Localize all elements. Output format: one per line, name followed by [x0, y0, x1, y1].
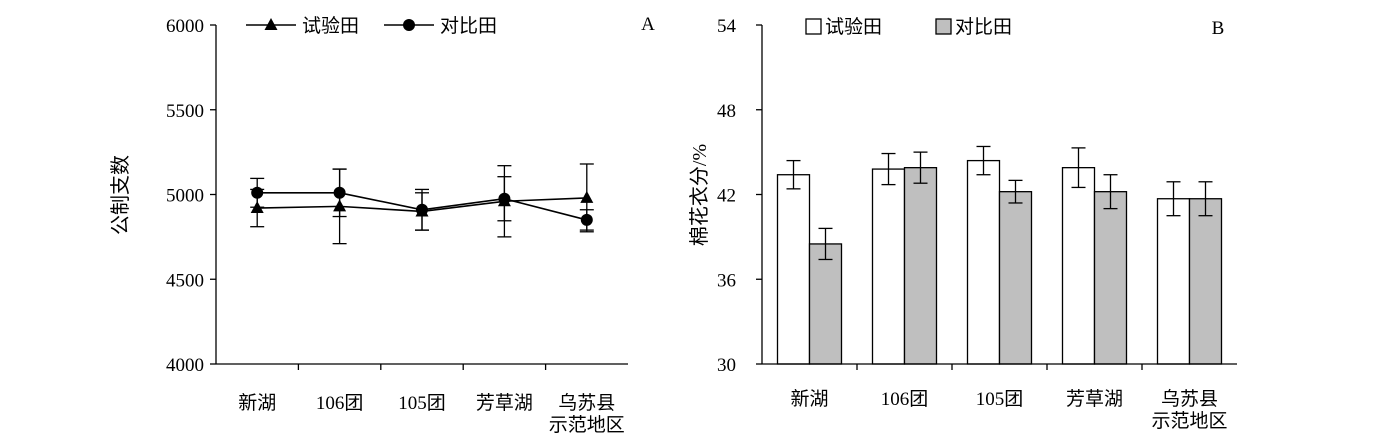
panel-a-y-tick-label: 5000 — [166, 186, 204, 207]
panel-b-bar-control — [1093, 191, 1128, 365]
panel-b-x-tick-label: 106团 — [881, 389, 929, 410]
panel-b-bar-control — [808, 243, 843, 365]
panel-a-letter: A — [641, 14, 655, 35]
panel-a-x-tick-label: 新湖 — [238, 392, 276, 414]
panel-a-x-tick-label: 芳草湖 — [476, 392, 533, 414]
panel-a-x-tick-label: 乌苏县 — [558, 392, 615, 414]
panel-b-bar-test — [871, 168, 906, 365]
panel-b-x-tick-label: 示范地区 — [1151, 410, 1227, 432]
panel-a-legend-label: 试验田 — [302, 15, 359, 37]
panel-b-y-tick-label: 36 — [717, 270, 736, 291]
panel-a-point-circle — [251, 186, 264, 199]
panel-a-y-tick-label: 4500 — [166, 270, 204, 291]
panel-b-y-tick-label: 54 — [717, 16, 737, 37]
panel-a-x-tick-label: 106团 — [316, 393, 364, 414]
panel-a-y-tick-label: 5500 — [166, 101, 204, 122]
panel-b-x-tick-label: 新湖 — [790, 388, 828, 410]
panel-b-x-tick-label: 乌苏县 — [1161, 388, 1218, 410]
panel-b-y-tick-label: 42 — [717, 186, 736, 207]
panel-a-x-tick-label: 105团 — [398, 393, 446, 414]
panel-b-legend-swatch — [805, 18, 822, 35]
panel-b-y-tick-label: 30 — [717, 355, 736, 376]
panel-b-bar-test — [1061, 167, 1096, 365]
panel-a-y-axis-label: 公制支数 — [109, 155, 132, 235]
panel-a-point-triangle — [580, 190, 594, 203]
panel-b-bar-test — [966, 159, 1001, 365]
panel-b-bar-test — [1156, 198, 1191, 365]
panel-a — [210, 18, 628, 370]
panel-b-bar-test — [776, 174, 811, 365]
panel-b-letter: B — [1212, 18, 1225, 39]
panel-b-legend-label: 试验田 — [825, 16, 882, 38]
panel-b-legend-label: 对比田 — [955, 16, 1012, 38]
panel-a-point-circle — [333, 186, 346, 199]
panel-b-legend-swatch — [935, 18, 952, 35]
panel-b-bar-control — [1188, 198, 1223, 365]
panel-b-x-tick-label: 105团 — [976, 389, 1024, 410]
panel-b-y-tick-label: 48 — [717, 101, 736, 122]
panel-a-y-tick-label: 4000 — [166, 355, 204, 376]
panel-b-y-axis-label: 棉花衣分/% — [688, 144, 711, 246]
panel-a-point-circle — [498, 192, 511, 205]
panel-a-legend-label: 对比田 — [440, 15, 497, 37]
panel-a-point-circle — [580, 213, 593, 226]
panel-b-bar-control — [903, 167, 938, 365]
panel-b-x-tick-label: 芳草湖 — [1066, 388, 1123, 410]
panel-a-point-circle — [416, 203, 428, 216]
panel-b-bar-control — [998, 191, 1033, 365]
panel-a-x-tick-label: 示范地区 — [549, 414, 625, 436]
panel-a-legend-marker — [403, 19, 415, 31]
panel-b — [756, 18, 1237, 370]
panel-a-y-tick-label: 6000 — [166, 16, 204, 37]
panel-a-legend-marker — [264, 18, 278, 30]
